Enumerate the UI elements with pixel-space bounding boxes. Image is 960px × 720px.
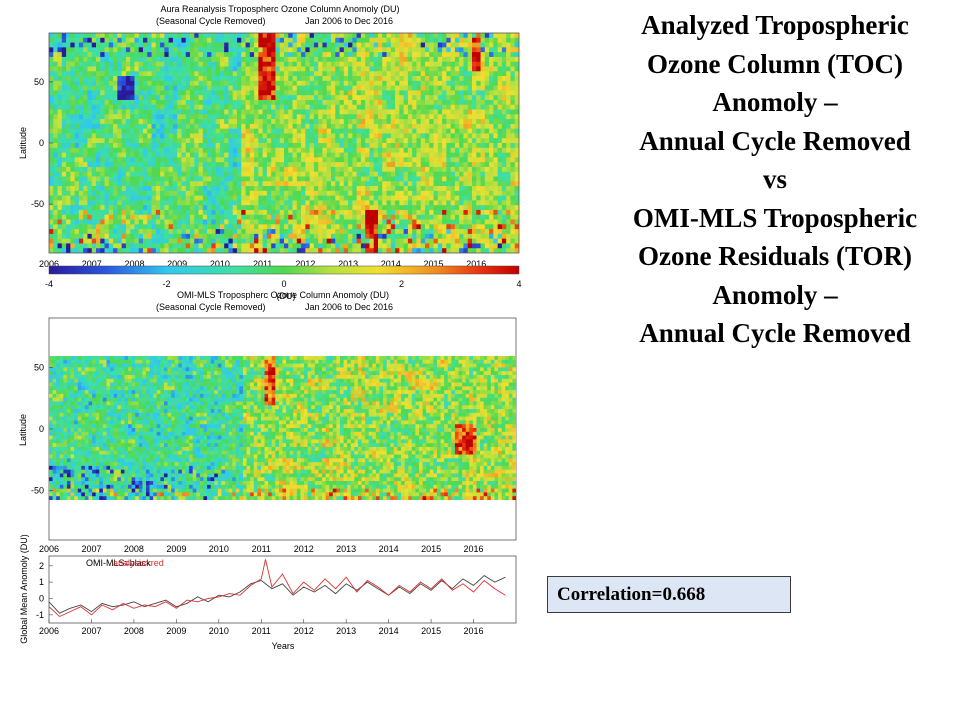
mid-xticks: 2006 2007 2008 2009 2010 2011 2012 2013 2014 2015… [39, 544, 484, 554]
top-title-line2-right: Jan 2006 to Dec 2016 [305, 16, 393, 26]
top-heatmap [49, 33, 519, 253]
mid-chart-titles: OMI-MLS Tropospherc Ozone Column Anomoly… [156, 290, 393, 312]
mid-heatmap [49, 356, 516, 500]
mid-ylabel: Latitude [18, 414, 28, 446]
legend-red: analysis=red [113, 558, 164, 568]
line-xtick-label: 2008 [124, 626, 144, 636]
line-xtick-label: 2016 [464, 626, 484, 636]
mid-yticks: 50 0 -50 [31, 362, 53, 496]
line-xtick-label: 2009 [166, 626, 186, 636]
line-xtick-label: 2015 [421, 626, 441, 636]
top-title-line2-left: (Seasonal Cycle Removed) [156, 16, 266, 26]
xtick-label: 2016 [466, 259, 486, 269]
line-yticks: 2 1 0 -1 [36, 561, 53, 620]
correlation-label: Correlation=0.668 [557, 584, 706, 605]
series-line-1 [48, 559, 506, 618]
title-line: Analyzed Tropospheric [641, 10, 909, 40]
xtick-label: 2012 [295, 259, 315, 269]
title-line: Annual Cycle Removed [639, 125, 911, 156]
xtick-label: 2009 [167, 259, 187, 269]
top-yticks: 50 0 -50 [31, 77, 53, 209]
line-xlabel: Years [272, 641, 295, 651]
title-line: Annual Cycle Removed [639, 318, 911, 348]
xtick-label: 2008 [124, 259, 144, 269]
xtick-label: 2008 [124, 544, 144, 554]
line-xtick-label: 2012 [294, 626, 314, 636]
title-line: vs [762, 164, 787, 194]
xtick-label: 2014 [381, 259, 401, 269]
ytick-label: 0 [39, 424, 44, 434]
xtick-label: 2010 [210, 259, 230, 269]
top-ylabel: Latitude [18, 127, 28, 159]
title-line: Ozone Column (TOC) [646, 48, 903, 79]
line-xtick-label: 2013 [336, 626, 356, 636]
xtick-label: 2009 [166, 544, 186, 554]
xtick-label: 2014 [379, 544, 399, 554]
line-xtick-label: 2010 [209, 626, 229, 636]
xtick-label: 2015 [421, 544, 441, 554]
series-line-0 [48, 575, 506, 614]
line-series [48, 559, 506, 618]
xtick-label: 2007 [81, 544, 101, 554]
line-ytick-label: 2 [39, 561, 44, 571]
top-title-line1: Aura Reanalysis Tropospherc Ozone Column… [160, 4, 399, 14]
xtick-label: 2016 [464, 544, 484, 554]
xtick-label: 2006 [39, 259, 59, 269]
xtick-label: 2015 [424, 259, 444, 269]
line-ytick-label: 1 [39, 577, 44, 587]
title-line: OMI-MLS Tropospheric [632, 202, 918, 233]
line-ytick-label: 0 [39, 593, 44, 603]
xtick-label: 2011 [252, 544, 271, 554]
line-xtick-label: 2014 [379, 626, 399, 636]
colorbar-ticks: -4 -2 0 2 4 [45, 279, 522, 289]
line-xtick-label: 2011 [252, 626, 271, 636]
line-plot-frame [48, 555, 517, 624]
ytick-label: -50 [31, 199, 44, 209]
mid-title-line2-right: Jan 2006 to Dec 2016 [305, 302, 393, 312]
line-xtick-label: 2006 [39, 626, 59, 636]
ytick-label: 0 [39, 138, 44, 148]
colorbar-tick-label: 2 [399, 279, 404, 289]
colorbar-tick-label: 0 [281, 279, 286, 289]
ytick-label: 50 [34, 77, 44, 87]
title-line: Ozone Residuals (TOR) [637, 241, 913, 271]
top-xticks: 2006 2007 2008 2009 2010 2011 2012 2013 2014 2015… [39, 259, 486, 269]
xtick-label: 2006 [39, 544, 59, 554]
colorbar-tick-label: -2 [162, 279, 170, 289]
ytick-label: -50 [31, 486, 44, 496]
correlation-box: Correlation=0.668 [547, 576, 791, 613]
slide-title: Analyzed Tropospheric Ozone Column (TOC)… [590, 6, 960, 353]
xtick-label: 2013 [336, 544, 356, 554]
ytick-label: 50 [34, 362, 44, 372]
colorbar [48, 265, 520, 275]
line-ytick-label: -1 [36, 610, 44, 620]
title-line: Anomoly – [712, 87, 838, 117]
colorbar-tick-label: -4 [45, 279, 53, 289]
xtick-label: 2012 [294, 544, 314, 554]
xtick-label: 2011 [253, 259, 272, 269]
colorbar-label: (DU) [277, 291, 296, 301]
title-line: Anomoly – [712, 279, 838, 310]
mid-title-line1: OMI-MLS Tropospherc Ozone Column Anomoly… [177, 290, 389, 300]
xtick-label: 2007 [82, 259, 102, 269]
line-ylabel: Global Mean Anomoly (DU) [19, 534, 29, 644]
xtick-label: 2010 [209, 544, 229, 554]
xtick-label: 2013 [338, 259, 358, 269]
legend-black: OMI-MLS=black [86, 558, 151, 568]
line-xtick-label: 2007 [81, 626, 101, 636]
line-xticks: 2006 2007 2008 2009 2010 2011 2012 2013 2014 2015… [39, 619, 484, 636]
mid-title-line2-left: (Seasonal Cycle Removed) [156, 302, 266, 312]
top-chart-titles: Aura Reanalysis Tropospherc Ozone Column… [156, 4, 400, 26]
colorbar-tick-label: 4 [516, 279, 521, 289]
